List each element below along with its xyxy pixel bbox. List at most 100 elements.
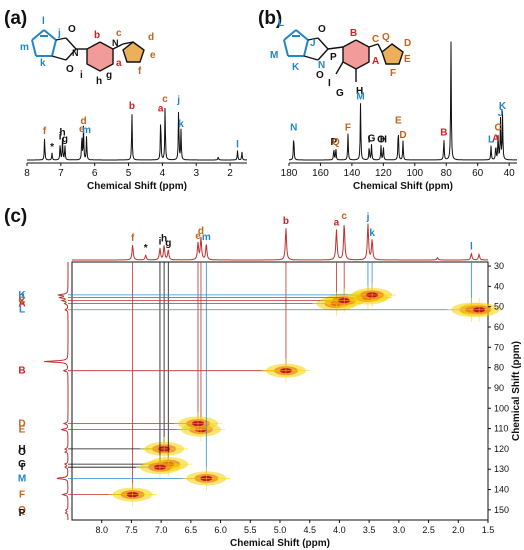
mol-a-atom-label-h: h <box>96 76 102 87</box>
chart-b-peak-label-O: O <box>377 135 385 146</box>
hsqc-top-label-d: d <box>198 226 204 237</box>
chart-a-peak-label-b: b <box>129 101 135 112</box>
hsqc-x-axis-title: Chemical Shift (ppm) <box>230 538 330 549</box>
hsqc-side-label-P: P <box>19 508 26 519</box>
hsqc-y-tick-label: 90 <box>494 383 504 393</box>
molecule-a-structure: l j m k O O N b N c d e a i h g f <box>20 16 156 87</box>
chart-b-peak-label-A: A <box>492 133 499 144</box>
mol-b-atom-label-G: G <box>336 88 344 99</box>
chart-b-peak-label-Q: Q <box>332 137 340 148</box>
chart-b-peak-label-L: L <box>488 135 494 146</box>
chart-b-tick-label: 120 <box>375 168 392 179</box>
chart-b-peak-label-N: N <box>290 123 297 134</box>
chart-b-peak-label-G: G <box>368 133 376 144</box>
chart-a-peak-label-m: m <box>82 125 91 136</box>
hsqc-x-tick-label: 7.0 <box>155 525 168 535</box>
mol-a-atom-label-a: a <box>116 58 122 69</box>
mol-a-atom-label-N: N <box>72 48 79 58</box>
chart-b-peak-label-M: M <box>356 91 364 102</box>
hsqc-y-tick-label: 150 <box>494 505 509 515</box>
hsqc-side-label-F: F <box>19 490 25 501</box>
mol-b-atom-label-J: J <box>310 38 316 49</box>
chart-a-x-axis-title: Chemical Shift (ppm) <box>87 181 187 192</box>
hsqc-x-tick-label: 3.0 <box>393 525 406 535</box>
hsqc-x-tick-label: 4.0 <box>333 525 346 535</box>
chart-b-peak-label-P: P <box>330 137 337 148</box>
mol-a-atom-label-O: O <box>66 64 74 75</box>
hsqc-x-tick-label: 1.5 <box>482 525 495 535</box>
mol-b-atom-label-A: A <box>372 56 379 67</box>
hsqc-top-label-j: j <box>366 212 370 223</box>
mol-b-atom-label-Q: Q <box>382 32 390 43</box>
mol-a-atom-label-f: f <box>138 66 142 77</box>
hsqc-x-tick-label: 2.5 <box>422 525 435 535</box>
hsqc-side-label-E: E <box>19 425 26 436</box>
hsqc-side-label-D: D <box>18 419 25 430</box>
hsqc-top-label-m: m <box>202 232 211 243</box>
hsqc-y-tick-label: 50 <box>494 302 504 312</box>
chart-a-peak-label-k: k <box>178 119 184 130</box>
chart-b-peak-label-C: C <box>495 123 502 134</box>
hsqc-y-tick-label: 120 <box>494 444 509 454</box>
chart-b-tick-label: 60 <box>472 168 484 179</box>
mol-b-atom-label-F: F <box>390 68 396 79</box>
mol-a-atom-label-l: l <box>42 16 45 27</box>
mol-a-atom-label-j: j <box>57 28 61 39</box>
hsqc-top-label-e: e <box>195 231 201 242</box>
chart-a-peak-label-a: a <box>158 103 164 114</box>
chart-a-peak-label-i: i <box>59 132 62 143</box>
hsqc-side-13c-trace <box>44 262 69 521</box>
chart-a-tick-label: 3 <box>193 168 199 179</box>
mol-b-atom-label-B: B <box>350 28 357 39</box>
hsqc-x-tick-label: 7.5 <box>125 525 138 535</box>
hsqc-x-tick-label: 8.0 <box>95 525 108 535</box>
mol-b-atom-label-N: N <box>318 60 325 71</box>
hsqc-x-tick-label: 5.5 <box>244 525 257 535</box>
hsqc-top-label-h: h <box>161 234 167 245</box>
mol-b-atom-label-E: E <box>404 54 411 65</box>
hsqc-y-tick-label: 110 <box>494 424 508 434</box>
molecule-a-pyrimidine-ring <box>87 42 113 71</box>
hsqc-top-1h-trace <box>72 223 488 261</box>
chart-b-13c-spectrum: 180 160 140 120 100 80 60 40 Chemical Shift (ppm… <box>281 41 517 192</box>
hsqc-top-label-k: k <box>369 228 375 239</box>
hsqc-x-tick-label: 6.0 <box>214 525 227 535</box>
hsqc-y-tick-label: 100 <box>494 403 509 413</box>
panel-label-c: (c) <box>4 206 27 227</box>
chart-b-peak-label-H: H <box>380 135 387 146</box>
hsqc-side-label-G: G <box>18 459 26 470</box>
mol-b-atom-label-L: L <box>278 18 284 29</box>
hsqc-top-label-b: b <box>283 216 289 227</box>
chart-a-tick-label: 6 <box>92 168 98 179</box>
molecule-b-structure: L J M K N O O B C Q D E P A F I G H <box>270 18 411 99</box>
hsqc-top-label-*: * <box>144 243 148 254</box>
mol-a-atom-label-b: b <box>94 30 100 41</box>
mol-a-atom-label-g: g <box>106 70 112 81</box>
hsqc-side-label-C: C <box>18 296 25 307</box>
mol-a-atom-label-m: m <box>20 42 29 53</box>
hsqc-top-label-f: f <box>131 233 135 244</box>
chart-a-tick-label: 2 <box>227 168 233 179</box>
chart-b-peak-label-K: K <box>499 101 507 112</box>
hsqc-y-tick-label: 40 <box>494 281 504 291</box>
chart-a-peak-label-j: j <box>176 95 180 106</box>
mol-a-atom-label-d: d <box>148 32 154 43</box>
mol-b-atom-label-O: O <box>316 70 324 81</box>
chart-a-peak-label-*: * <box>50 142 54 153</box>
hsqc-x-tick-label: 5.0 <box>274 525 287 535</box>
chart-a-peak-label-g: g <box>62 134 68 145</box>
chart-a-peak-label-f: f <box>43 126 47 137</box>
chart-b-tick-label: 100 <box>406 168 423 179</box>
hsqc-side-label-Q: Q <box>18 505 26 516</box>
chart-a-tick-label: 4 <box>160 168 166 179</box>
hsqc-top-label-g: g <box>165 238 171 249</box>
hsqc-y-tick-label: 130 <box>494 464 509 474</box>
chart-b-peak-label-I: I <box>368 135 371 146</box>
mol-b-atom-label-I: I <box>328 78 331 89</box>
chart-a-peak-label-e: e <box>79 124 85 135</box>
mol-a-atom-label-i: i <box>80 70 83 81</box>
mol-b-atom-label-P: P <box>330 52 337 63</box>
